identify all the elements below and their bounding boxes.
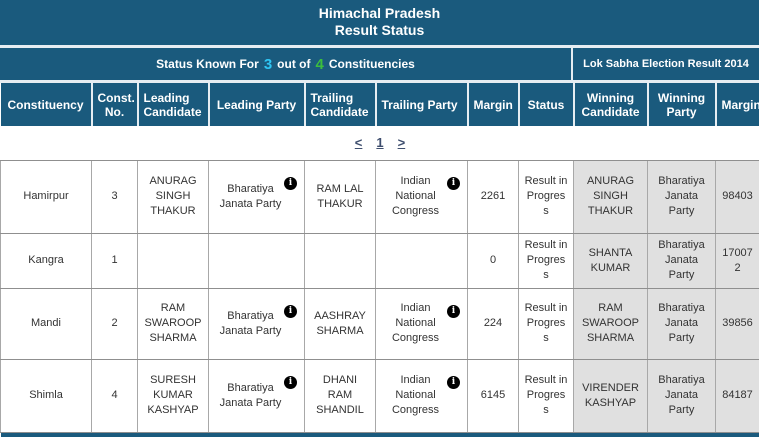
cell-leading-candidate: RAM SWAROOP SHARMA: [137, 287, 209, 360]
cell-winning-candidate: SHANTA KUMAR: [573, 232, 648, 289]
divider: [0, 80, 759, 83]
footer-bar-row: [0, 432, 759, 437]
status-middle: out of: [277, 57, 311, 71]
table-row-shimla: Shimla 4 SURESH KUMAR KASHYAP Bharatiya …: [0, 358, 759, 433]
cell-const-no: 4: [91, 358, 138, 433]
cell-trailing-candidate: DHANI RAM SHANDIL: [304, 358, 376, 433]
cell-constituency: Mandi: [0, 287, 92, 360]
info-icon[interactable]: [284, 375, 297, 389]
pagination-row: <1 >: [0, 126, 759, 161]
pagination: <1 >: [0, 126, 759, 161]
cell-status: Result in Progress: [518, 159, 574, 234]
page-title-line2: Result Status: [334, 22, 425, 38]
cell-margin: 224: [467, 287, 519, 360]
cell-winning-candidate: RAM SWAROOP SHARMA: [573, 287, 648, 360]
info-icon[interactable]: [284, 176, 297, 190]
cell-trailing-candidate: [304, 232, 376, 289]
cell-leading-party: [208, 232, 305, 289]
cell-trailing-party: [375, 232, 468, 289]
cell-leading-party: Bharatiya Janata Party: [208, 358, 305, 433]
cell-constituency: Hamirpur: [0, 159, 92, 234]
table-row-mandi: Mandi 2 RAM SWAROOP SHARMA Bharatiya Jan…: [0, 287, 759, 360]
cell-trailing-candidate: AASHRAY SHARMA: [304, 287, 376, 360]
known-count: 3: [263, 55, 273, 73]
cell-winning-margin: 84187: [715, 358, 759, 433]
pagination-next-link[interactable]: >: [397, 135, 406, 151]
cell-const-no: 1: [91, 232, 138, 289]
total-count: 4: [315, 55, 324, 73]
table-row-kangra: Kangra 1 0 Result in Progress SHANTA KUM…: [0, 232, 759, 289]
col-header-status: Status: [517, 83, 574, 126]
col-header-winning-party: Winning Party: [646, 83, 716, 126]
cell-winning-party: Bharatiya Janata Party: [647, 159, 716, 234]
cell-trailing-party: Indian National Congress: [375, 287, 468, 360]
status-suffix: Constituencies: [328, 57, 415, 71]
cell-trailing-candidate: RAM LAL THAKUR: [304, 159, 376, 234]
col-header-leading-candidate: Leading Candidate: [136, 83, 209, 126]
col-header-const-no: Const. No.: [90, 83, 138, 126]
col-header-winning-margin: Margin: [714, 83, 759, 126]
results-table: Constituency Const. No. Leading Candidat…: [0, 83, 759, 437]
lok-sabha-2014-label: Lok Sabha Election Result 2014: [583, 58, 749, 70]
info-icon[interactable]: [447, 176, 460, 190]
cell-const-no: 3: [91, 159, 138, 234]
cell-leading-candidate: SURESH KUMAR KASHYAP: [137, 358, 209, 433]
info-icon[interactable]: [284, 304, 297, 318]
col-header-leading-party: Leading Party: [207, 83, 305, 126]
cell-winning-party: Bharatiya Janata Party: [647, 232, 716, 289]
status-prefix: Status Known For: [156, 57, 259, 71]
col-header-trailing-candidate: Trailing Candidate: [303, 83, 376, 126]
cell-winning-party: Bharatiya Janata Party: [647, 358, 716, 433]
cell-winning-candidate: VIRENDER KASHYAP: [573, 358, 648, 433]
pagination-page-1-link[interactable]: 1: [376, 135, 384, 151]
status-bar: Status Known For 3 out of 4 Constituenci…: [0, 48, 759, 80]
cell-constituency: Kangra: [0, 232, 92, 289]
cell-winning-candidate: ANURAG SINGH THAKUR: [573, 159, 648, 234]
col-header-winning-candidate: Winning Candidate: [572, 83, 648, 126]
column-header-row: Constituency Const. No. Leading Candidat…: [0, 83, 759, 126]
cell-winning-margin: 98403: [715, 159, 759, 234]
footer-bar: [0, 432, 759, 437]
cell-winning-party: Bharatiya Janata Party: [647, 287, 716, 360]
page-title-line1: Himachal Pradesh: [318, 5, 441, 21]
col-header-trailing-party: Trailing Party: [374, 83, 468, 126]
col-header-margin: Margin: [466, 83, 519, 126]
cell-status: Result in Progress: [518, 358, 574, 433]
cell-margin: 2261: [467, 159, 519, 234]
divider: [0, 45, 759, 48]
cell-margin: 6145: [467, 358, 519, 433]
cell-status: Result in Progress: [518, 287, 574, 360]
cell-margin: 0: [467, 232, 519, 289]
pagination-prev-link[interactable]: <: [354, 135, 363, 151]
cell-status: Result in Progress: [518, 232, 574, 289]
cell-leading-candidate: ANURAG SINGH THAKUR: [137, 159, 209, 234]
cell-leading-party: Bharatiya Janata Party: [208, 159, 305, 234]
cell-constituency: Shimla: [0, 358, 92, 433]
cell-leading-party: Bharatiya Janata Party: [208, 287, 305, 360]
table-row-hamirpur: Hamirpur 3 ANURAG SINGH THAKUR Bharatiya…: [0, 159, 759, 234]
cell-winning-margin: 170072: [715, 232, 759, 289]
info-icon[interactable]: [447, 304, 460, 318]
col-header-constituency: Constituency: [0, 83, 92, 126]
cell-winning-margin: 39856: [715, 287, 759, 360]
status-known-summary: Status Known For 3 out of 4 Constituenci…: [0, 48, 573, 80]
cell-trailing-party: Indian National Congress: [375, 358, 468, 433]
cell-trailing-party: Indian National Congress: [375, 159, 468, 234]
cell-const-no: 2: [91, 287, 138, 360]
cell-leading-candidate: [137, 232, 209, 289]
info-icon[interactable]: [447, 375, 460, 389]
page-title: Himachal Pradesh Result Status: [0, 0, 759, 45]
